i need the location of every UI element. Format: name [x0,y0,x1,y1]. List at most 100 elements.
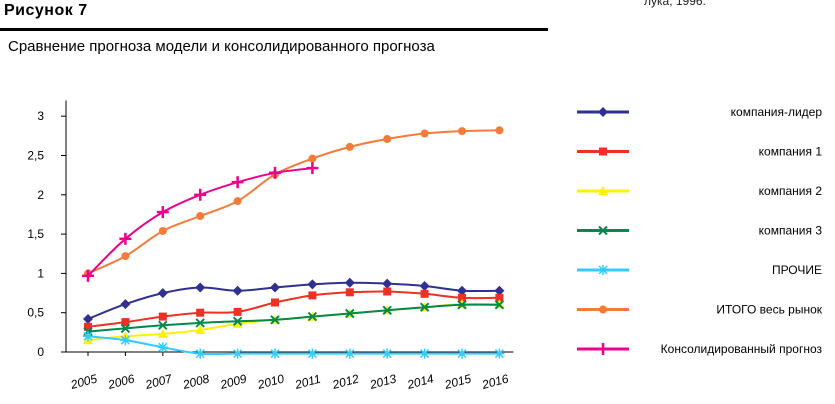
header-rule [0,28,548,31]
y-tick-label: 2 [37,188,44,202]
data-point [158,227,167,235]
data-point [307,279,318,290]
series-5 [83,331,505,359]
data-point [82,269,94,282]
series-line [87,167,313,277]
data-point [420,129,429,138]
data-point [83,314,93,324]
data-point [382,278,393,289]
series-7 [82,162,319,282]
axes: 0 0,5 1 1,5 2 2,5 3 2005 2006 2007 2008 2009 2010 201… [27,100,514,392]
data-point [196,308,205,317]
cropped-corner-text: лука, 1996. [644,0,706,8]
data-point [494,348,505,359]
x-tick-label: 2005 [68,371,99,392]
series-line [87,302,500,342]
data-point [457,300,467,310]
legend-item: компания 1 [577,145,822,159]
series-line [87,129,500,275]
data-point [495,126,504,135]
x-tick-label: 2015 [442,371,473,392]
legend-item: ИТОГО весь рынок [577,303,823,317]
data-point [458,293,466,302]
x-tick-label: 2016 [480,371,511,392]
data-point [232,348,243,359]
data-point [495,293,504,302]
legend-label: компания 2 [759,184,823,198]
data-point [345,288,354,297]
x-tick-label: 2014 [405,371,436,392]
data-point [157,342,168,353]
y-tick-label: 0 [37,345,44,359]
data-point [120,299,131,310]
legend-marker [597,343,609,355]
data-point [158,312,167,321]
data-point [233,307,242,316]
chart-title: Сравнение прогноза модели и консолидиров… [8,38,435,55]
series-2 [84,287,504,331]
legend-marker [598,225,608,236]
series-layer [82,126,505,359]
x-tick-label: 2009 [218,371,249,392]
series-4 [83,300,505,337]
data-point [419,348,430,359]
data-point [382,305,392,316]
x-tick-label: 2006 [106,371,137,392]
series-6 [84,126,504,278]
data-point [494,285,505,296]
data-point [382,348,393,359]
x-tick-label: 2013 [367,371,398,392]
data-point [233,197,242,206]
data-point [344,277,355,288]
data-point [157,288,168,299]
data-point [231,176,244,189]
x-tick-label: 2010 [255,371,286,392]
data-point [345,142,354,151]
x-tick-label: 2011 [293,372,323,392]
legend-item: компания-лидер [577,105,822,119]
data-point [457,348,467,359]
data-point [121,318,130,327]
legend-item: компания 2 [577,184,822,198]
data-point [232,318,243,328]
data-point [120,335,131,346]
data-point [232,285,243,296]
data-point [494,300,505,310]
legend-marker [599,147,607,156]
data-point [269,166,281,179]
data-point [308,154,317,163]
data-point [194,188,207,201]
data-point [83,331,93,342]
data-point [345,308,355,319]
legend-item: ПРОЧИЕ [577,263,822,277]
data-point [270,282,280,293]
series-line [87,281,500,320]
legend-marker [598,186,608,195]
data-point [119,232,132,245]
y-tick-label: 1 [37,266,44,280]
x-tick-label: 2012 [330,371,361,392]
series-1 [83,277,505,324]
data-point [307,348,318,359]
data-point [420,289,429,298]
legend-label: ИТОГО весь рынок [716,303,822,317]
data-point [120,323,131,334]
data-point [158,320,168,331]
data-point [419,302,430,312]
data-point [307,311,318,322]
series-line [87,303,500,333]
data-point [195,282,206,293]
data-point [271,298,279,307]
legend-label: ПРОЧИЕ [772,263,822,277]
y-tick-label: 3 [37,109,44,123]
data-point [457,285,467,296]
data-point [121,252,130,261]
legend-label: компания 1 [759,145,823,159]
data-point [232,316,243,327]
data-point [84,322,92,331]
data-point [344,348,355,359]
data-point [270,315,280,325]
data-point [383,287,392,296]
data-point [157,328,168,338]
